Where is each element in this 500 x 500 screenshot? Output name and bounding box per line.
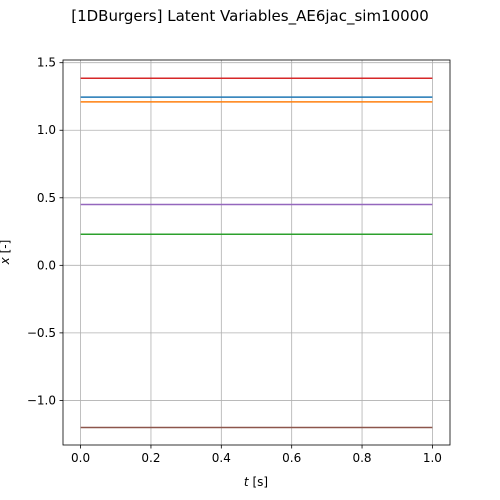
series-layer bbox=[80, 77, 433, 429]
y-axis-label: x [-] bbox=[0, 240, 12, 266]
x-tick-label: 0.2 bbox=[141, 451, 160, 465]
grid-layer bbox=[63, 60, 450, 445]
x-tick-label: 0.8 bbox=[352, 451, 371, 465]
x-axis-label-var: t bbox=[244, 475, 250, 489]
y-tick-label: 1.5 bbox=[37, 56, 56, 70]
y-tick-label: 0.5 bbox=[37, 191, 56, 205]
x-tick-label: 0.4 bbox=[212, 451, 231, 465]
x-tick-label: 0.0 bbox=[71, 451, 90, 465]
x-tick-label: 0.6 bbox=[282, 451, 301, 465]
y-tick-label: 0.0 bbox=[37, 258, 56, 272]
y-axis-label-unit: [-] bbox=[0, 240, 12, 258]
x-tick-label: 1.0 bbox=[423, 451, 442, 465]
y-tick-label: −0.5 bbox=[27, 326, 56, 340]
y-tick-label: 1.0 bbox=[37, 123, 56, 137]
chart-title: [1DBurgers] Latent Variables_AE6jac_sim1… bbox=[71, 7, 429, 26]
y-tick-label: −1.0 bbox=[27, 393, 56, 407]
x-axis-label: t [s] bbox=[244, 475, 268, 489]
x-axis-ticks: 0.0 0.2 0.4 0.6 0.8 1.0 bbox=[71, 445, 442, 465]
plot-frame bbox=[62, 59, 451, 446]
y-axis-label-var: x bbox=[0, 256, 12, 265]
x-axis-label-unit: [s] bbox=[249, 475, 268, 489]
y-axis-ticks: −1.0 −0.5 0.0 0.5 1.0 1.5 bbox=[27, 56, 63, 407]
